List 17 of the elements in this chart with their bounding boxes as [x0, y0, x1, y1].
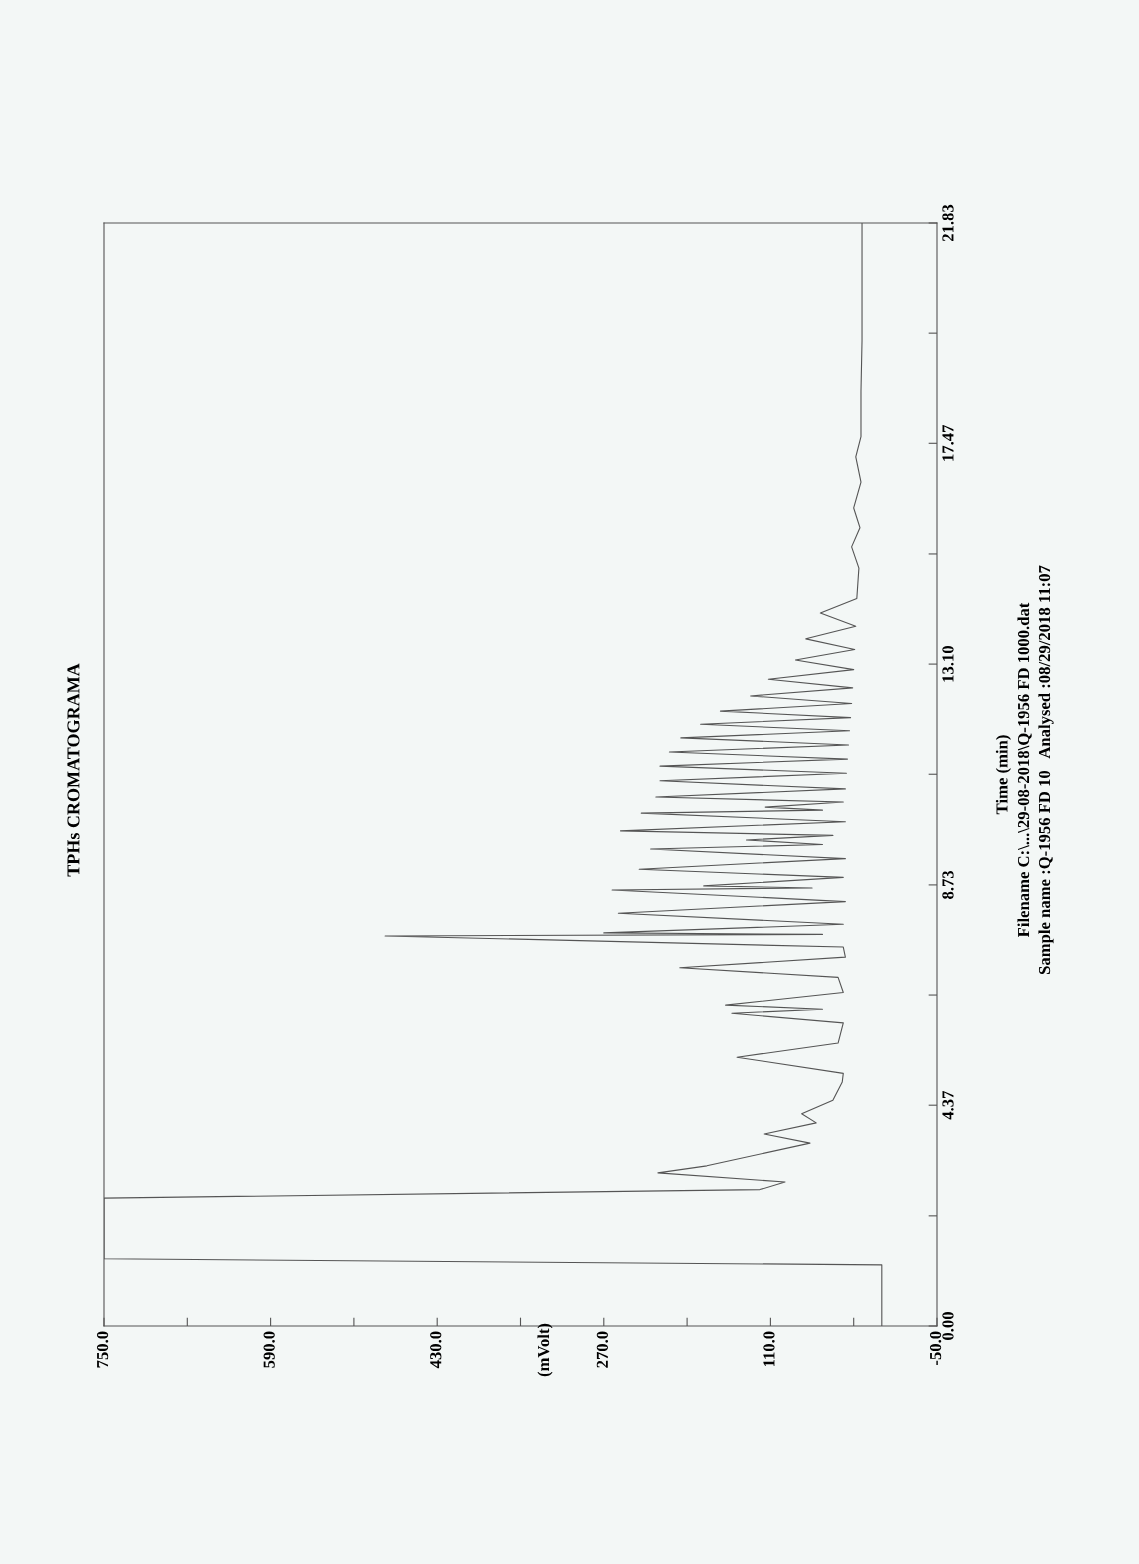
y-tick-label: 21.83 — [942, 204, 954, 242]
x-tick-label: 590.0 — [263, 1331, 275, 1368]
y-tick-label: 8.73 — [942, 870, 954, 899]
x-tick-label: -50.0 — [929, 1331, 942, 1365]
y-axis-title: Time (min) — [995, 735, 1011, 815]
annotation: (mVolt) — [537, 1323, 553, 1377]
y-tick-label: 4.37 — [942, 1091, 954, 1120]
text: TPHs CROMATOGRAMA — [67, 663, 80, 877]
x-tick-label: 270.0 — [596, 1331, 609, 1368]
y-tick-label: 0.00 — [942, 1312, 954, 1340]
x-tick-label: 750.0 — [96, 1331, 109, 1368]
x-tick-label: 110.0 — [763, 1331, 775, 1367]
y-tick-label: 13.10 — [942, 645, 954, 682]
x-tick-label: 430.0 — [430, 1331, 442, 1369]
text: Sample name :Q-1956 FD 10 Analysed :08/29/2018 11:07 — [1038, 565, 1054, 974]
text: Filename C:\...\29-08-2018\Q-1956 FD 1000.dat — [1017, 602, 1032, 938]
y-tick-label: 17.47 — [942, 424, 954, 461]
